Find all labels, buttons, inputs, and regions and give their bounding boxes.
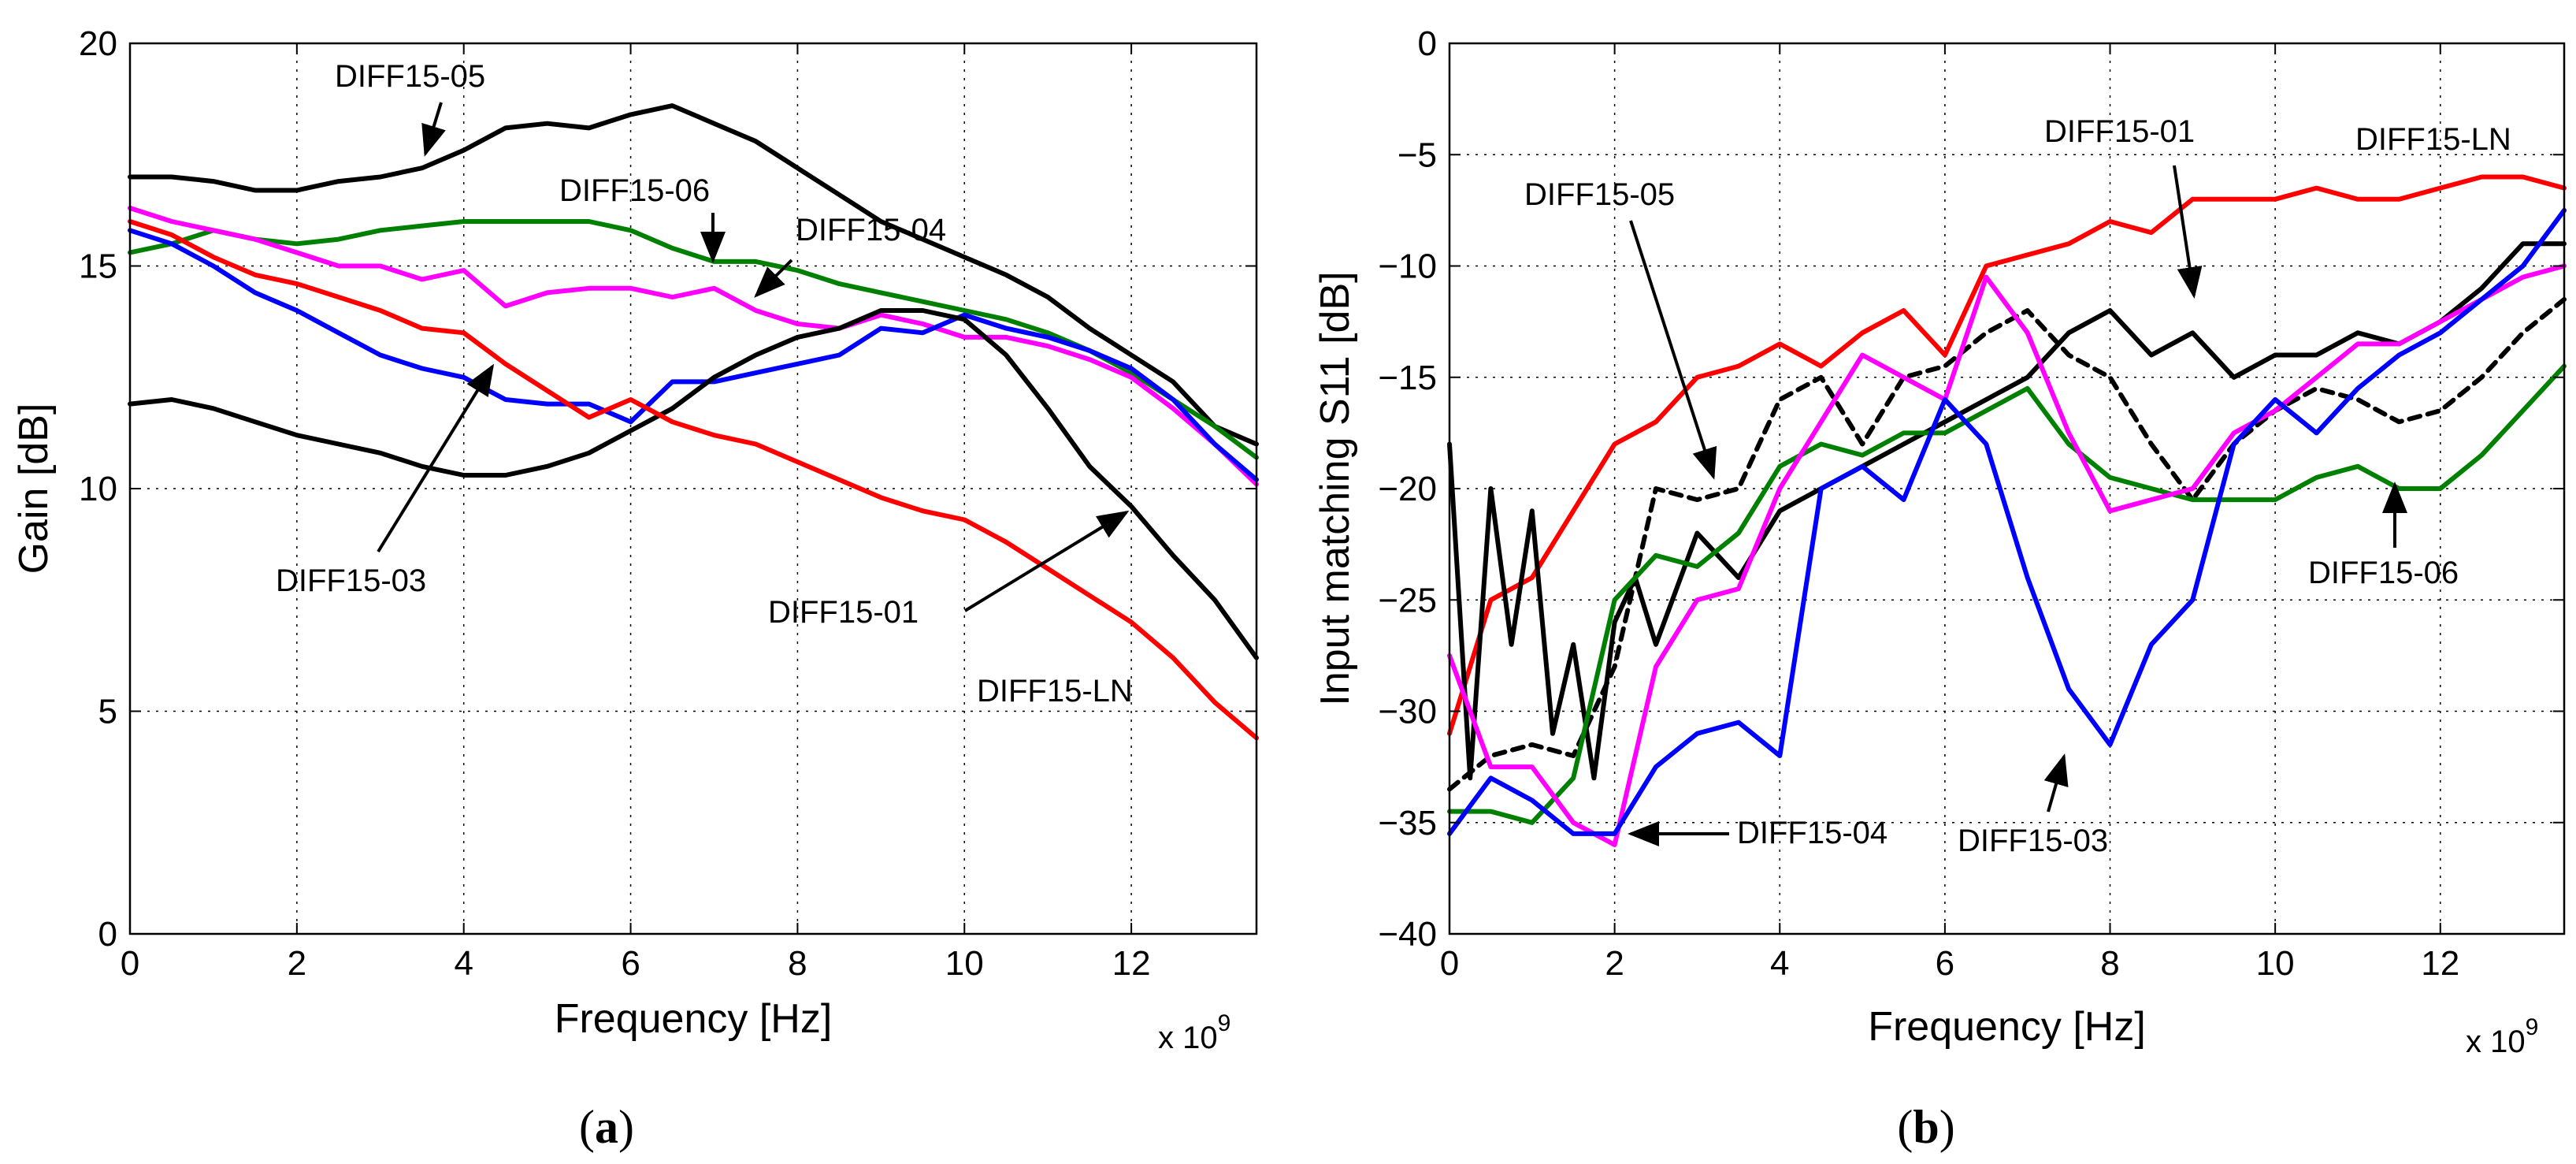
annotation-label: DIFF15-04	[1737, 816, 1887, 850]
y-axis-label: Input matching S11 [dB]	[1312, 271, 1358, 705]
y-tick-label: 0	[98, 915, 117, 954]
x-tick-label: 12	[2421, 944, 2459, 983]
x-tick-label: 4	[1770, 944, 1789, 983]
annotation-label: DIFF15-LN	[977, 674, 1133, 708]
panel-label-close: )	[1939, 1101, 1955, 1153]
series-line-diff15-05	[128, 103, 1259, 447]
x-axis-label: Frequency [Hz]	[1868, 1004, 2146, 1050]
annotation-label: DIFF15-LN	[2355, 122, 2511, 157]
annotation-label: DIFF15-03	[276, 563, 426, 598]
x-tick-label: 8	[788, 944, 807, 983]
annotation-label: DIFF15-03	[1958, 824, 2108, 858]
y-tick-label: −25	[1378, 581, 1437, 619]
annotation-arrow	[1629, 220, 1717, 480]
y-tick-label: 20	[79, 24, 117, 63]
series-line-diff15-05	[1447, 296, 2567, 792]
annotation-label: DIFF15-05	[335, 59, 485, 94]
annotation-label: DIFF15-01	[2044, 114, 2195, 149]
x-tick-label: 8	[2100, 944, 2119, 983]
y-tick-label: −35	[1378, 804, 1437, 842]
annotation-label: DIFF15-06	[559, 173, 710, 208]
series-line-diff15-06	[1447, 363, 2567, 825]
annotation-arrow	[754, 258, 793, 298]
series-line-diff15-03	[1447, 207, 2567, 836]
panel-label: (a)	[579, 1101, 634, 1153]
y-axis-label: Gain [dB]	[11, 403, 57, 575]
x-tick-label: 6	[621, 944, 640, 983]
series-line-diff15-06	[128, 219, 1259, 460]
x-exponent-power: 9	[1218, 1010, 1231, 1036]
x-exponent-power: 9	[2526, 1014, 2539, 1040]
panel-label: (b)	[1897, 1101, 1954, 1153]
annotation-arrow	[377, 363, 495, 553]
panel-label-letter: a	[595, 1101, 618, 1153]
x-exponent-base: x 10	[2466, 1025, 2526, 1059]
x-exponent-label: x 109	[2466, 1014, 2538, 1059]
y-tick-label: 0	[1418, 24, 1437, 63]
annotation-label: DIFF15-05	[1524, 177, 1675, 212]
x-tick-label: 10	[2256, 944, 2295, 983]
y-tick-label: −40	[1378, 915, 1437, 954]
x-tick-label: 10	[945, 944, 984, 983]
x-axis-label: Frequency [Hz]	[555, 996, 833, 1042]
series-line-diff15-04	[128, 206, 1259, 487]
x-tick-label: 6	[1936, 944, 1954, 983]
y-tick-label: 5	[98, 693, 117, 731]
annotation-label: DIFF15-01	[768, 595, 919, 630]
y-tick-label: −15	[1378, 359, 1437, 397]
y-tick-label: −20	[1378, 470, 1437, 508]
series-line-diff15-ln	[128, 219, 1259, 741]
y-tick-label: −30	[1378, 693, 1437, 731]
annotation-label: DIFF15-04	[796, 213, 946, 247]
series-line-diff15-ln	[1447, 174, 2567, 736]
y-tick-label: 10	[79, 470, 117, 508]
series-line-diff15-01	[128, 308, 1259, 660]
series-line-diff15-01	[1447, 241, 2567, 781]
chart-b: 0 2 4 6 8 10 12 0 −5 −10 −15 −20 −25 −30 −35 −40 Frequen…	[1312, 24, 2567, 1153]
y-tick-label: −5	[1397, 136, 1437, 174]
x-tick-label: 2	[288, 944, 306, 983]
panel-label-open: (	[579, 1101, 595, 1153]
series-line-diff15-03	[128, 228, 1259, 482]
x-exponent-label: x 109	[1158, 1010, 1230, 1055]
panel-label-open: (	[1897, 1101, 1913, 1153]
y-tick-label: 15	[79, 247, 117, 286]
x-tick-label: 0	[121, 944, 139, 983]
annotation-arrow	[2173, 165, 2203, 299]
annotation-arrow	[421, 102, 446, 157]
annotation-arrow	[963, 510, 1130, 612]
x-tick-label: 2	[1605, 944, 1624, 983]
panel-label-close: )	[618, 1101, 634, 1153]
panel-label-letter: b	[1913, 1101, 1939, 1153]
x-tick-label: 12	[1112, 944, 1151, 983]
annotation-arrow	[2043, 753, 2069, 813]
x-exponent-base: x 10	[1158, 1021, 1218, 1055]
series-line-diff15-04	[1447, 263, 2567, 847]
y-tick-label: −10	[1378, 247, 1437, 286]
x-tick-label: 4	[454, 944, 473, 983]
x-tick-label: 0	[1440, 944, 1459, 983]
chart-a: 0 2 4 6 8 10 12 0 5 10 15 20 Frequency [Hz] Gain [dB]…	[11, 24, 1259, 1153]
annotation-label: DIFF15-06	[2308, 556, 2459, 590]
